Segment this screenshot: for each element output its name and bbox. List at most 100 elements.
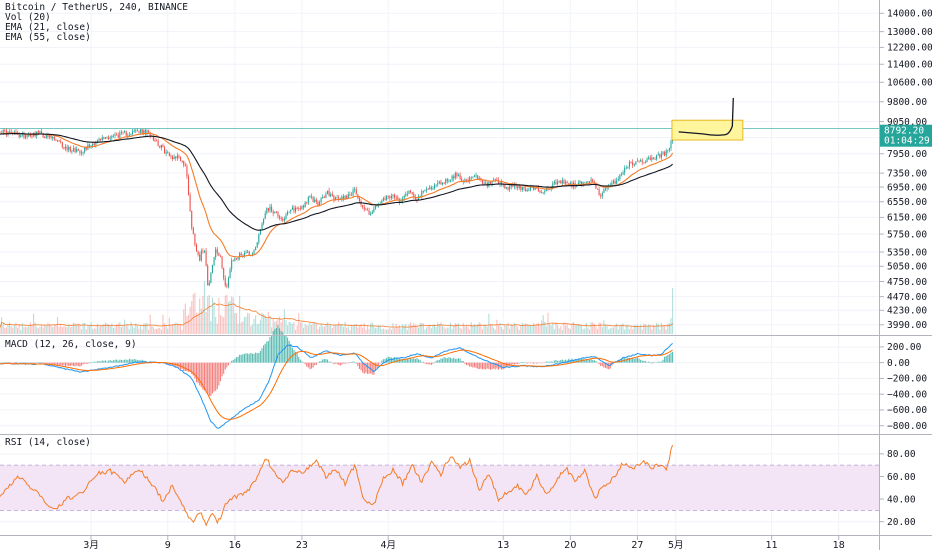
candle-body [28,134,30,137]
macd-histogram-bar [307,362,309,368]
volume-bar [557,324,559,334]
volume-bar [512,325,514,334]
candle-body [651,157,653,160]
macd-histogram-bar [350,362,353,363]
macd-histogram-bar [386,357,388,363]
projection-drawing[interactable] [678,97,734,136]
macd-histogram-bar [627,357,629,363]
volume-bar [549,323,551,334]
candle-body [649,157,651,160]
macd-histogram-bar [45,362,47,364]
macd-histogram-bar [56,362,59,365]
candle-body [523,186,525,189]
volume-bar [21,322,23,334]
macd-histogram-bar [523,362,525,363]
candle-body [71,150,73,152]
rsi-legend[interactable]: RSI (14, close) [5,437,91,448]
volume-bar [624,329,626,334]
volume-bar [226,294,228,334]
price-axis[interactable]: 3990.00 4230.00 4470.00 4750.00 5050.00 5350.… [880,9,932,332]
candle-body [224,278,226,286]
macd-histogram-bar [63,362,65,366]
volume-bar [309,322,311,334]
macd-histogram-bar [545,361,547,363]
macd-histogram-bar [654,362,656,363]
macd-histogram-bar [52,362,54,365]
candle-body [237,257,239,259]
volume-bar [320,323,322,334]
volume-bar [558,328,560,334]
volume-bar [419,322,421,334]
macd-pane[interactable] [0,337,879,434]
macd-histogram-bar [625,358,627,363]
volume-bar [28,325,30,334]
macd-histogram-bar [219,362,222,382]
macd-histogram-bar [117,360,119,363]
candle-body [336,197,338,199]
volume-bar [310,324,313,334]
volume-bar [239,295,241,334]
candle-body [76,149,78,153]
symbol-legend[interactable]: Bitcoin / TetherUS, 240, BINANCE [5,2,189,13]
candle-body [341,196,343,199]
candle-body [267,208,269,211]
volume-bar [534,324,536,334]
macd-legend[interactable]: MACD (12, 26, close, 9) [5,339,137,350]
volume-bar [163,323,166,334]
volume-bar [628,329,631,334]
price-pane[interactable] [0,0,879,335]
candle-body [633,164,635,166]
macd-histogram-bar [475,362,477,368]
volume-bar [141,329,143,334]
candle-body [382,198,384,201]
rsi-axis[interactable]: 20.00 40.00 60.00 80.00 [880,449,916,528]
macd-histogram-bar [298,356,300,363]
volume-bar [390,329,392,334]
candle-body [208,282,210,286]
macd-histogram-bar [42,362,44,363]
candle-body [269,206,271,211]
volume-bar [352,325,354,334]
candle-body [111,136,113,138]
time-axis-label: 11 [766,540,778,550]
macd-axis[interactable]: −800.00 −600.00 −400.00 −200.00 0.00 200.00 [880,342,927,432]
candle-body [529,187,531,190]
volume-legend[interactable]: Vol (20) [5,12,51,23]
macd-histogram-bar [533,362,535,364]
volume-bar [389,327,391,334]
volume-bar [502,329,504,334]
macd-histogram-bar [192,362,194,376]
volume-bar [564,325,567,334]
macd-histogram-bar [496,362,498,369]
volume-bar [326,322,329,334]
candle-body [400,201,402,203]
candle-body [205,250,207,266]
volume-bar [143,323,145,334]
ema55-legend[interactable]: EMA (55, close) [5,32,91,43]
macd-histogram-bar [549,361,551,363]
ema21-legend[interactable]: EMA (21, close) [5,22,91,33]
macd-histogram-bar [47,362,49,364]
time-axis[interactable]: 3月 9 16 23 4月 13 20 27 5月 11 18 [83,536,845,550]
candle-body [537,187,539,192]
macd-histogram-bar [488,362,490,370]
candle-body [117,135,119,138]
volume-bar [181,329,183,334]
candle-body [39,131,41,134]
macd-histogram-bar [587,359,589,363]
candle-body [411,192,413,194]
candle-body [84,147,86,153]
macd-histogram-bar [403,360,405,363]
macd-histogram-bar [237,356,239,363]
candle-body [243,253,245,256]
candle-body [342,196,345,199]
volume-bar [609,328,611,334]
candle-body [178,155,180,158]
volume-bar [571,323,573,334]
volume-bar [518,329,520,334]
volume-bar [579,324,581,334]
macd-histogram-bar [82,362,84,365]
volume-bar [104,322,107,334]
macd-histogram-bar [15,361,17,363]
